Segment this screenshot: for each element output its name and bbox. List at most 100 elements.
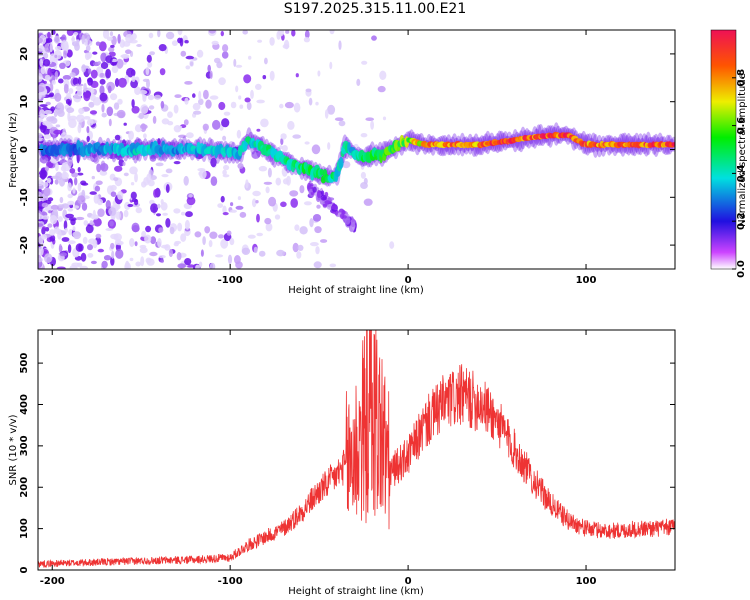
spectrogram-noise-cell [68, 118, 77, 129]
spectrogram-noise-cell [131, 75, 136, 83]
spectrogram-noise-cell [304, 30, 310, 39]
spectrogram-noise-cell [166, 141, 176, 147]
colorbar-label: Normalized spectral amplitude [737, 73, 748, 227]
spectrogram-noise-cell [123, 172, 129, 177]
spectrogram-noise-cell [74, 177, 78, 186]
spectrogram-noise-cell [106, 36, 113, 41]
spectrogram-noise-cell [105, 228, 113, 231]
spectrogram-noise-cell [110, 191, 117, 197]
spectrogram-noise-cell [360, 171, 366, 179]
spectrogram-noise-cell [226, 230, 232, 236]
spectrogram-noise-cell [149, 154, 157, 162]
spectrogram-noise-cell [62, 75, 72, 80]
spectrogram-noise-cell [327, 142, 331, 150]
colorbar-tick-label: 0.6 [736, 117, 747, 135]
spectrogram-noise-cell [370, 120, 374, 130]
spectrogram-noise-cell [115, 211, 121, 220]
spectrogram-noise-cell [198, 90, 202, 101]
spectrogram-ridge-cell [319, 168, 324, 176]
spectrogram-y-axis-label: Frequency (Hz) [8, 112, 19, 188]
spectrogram-noise-cell [188, 194, 193, 198]
spectrogram-noise-cell [138, 112, 144, 120]
spectrogram-noise-cell [61, 203, 70, 209]
spectrogram-noise-cell [108, 46, 115, 53]
spectrogram-noise-cell [278, 30, 285, 37]
spectrogram-noise-cell [109, 220, 114, 227]
spectrogram-noise-cell [114, 165, 123, 172]
spectrogram-noise-cell [125, 33, 134, 44]
spectrogram-noise-cell [93, 217, 102, 227]
spectrogram-noise-cell [97, 61, 102, 65]
spectrogram-noise-cell [260, 118, 269, 128]
spectrogram-noise-cell [146, 258, 155, 266]
spectrogram-noise-cell [67, 240, 76, 245]
spectrogram-noise-cell [101, 260, 108, 269]
spectrogram-noise-cell [53, 226, 60, 232]
spectrogram-noise-cell [49, 229, 56, 236]
spectrogram-noise-cell [72, 187, 76, 194]
spectrogram-noise-cell [245, 179, 249, 189]
spectrogram-noise-cell [89, 220, 94, 226]
spectrogram-noise-cell [95, 180, 103, 186]
spectrogram-noise-cell [53, 138, 58, 145]
spectrogram-noise-cell [131, 106, 140, 114]
snr-x-tick-label: -100 [218, 576, 243, 587]
spectrogram-noise-cell [184, 219, 190, 230]
spectrogram-noise-cell [202, 236, 206, 246]
spectrogram-noise-cell [303, 37, 310, 43]
spectrogram-noise-cell [115, 240, 124, 246]
spectrogram-noise-cell [222, 169, 227, 176]
spectrogram-x-tick-label: -100 [218, 275, 243, 286]
spectrogram-noise-cell [44, 253, 53, 264]
spectrogram-tail-cell [322, 203, 328, 207]
spectrogram-tail-cell [324, 191, 329, 197]
spectrogram-noise-cell [46, 116, 55, 122]
spectrogram-noise-cell [292, 242, 299, 253]
spectrogram-noise-cell [287, 120, 295, 130]
spectrogram-noise-cell [122, 41, 131, 47]
spectrogram-noise-cell [134, 172, 138, 183]
spectrogram-noise-cell [116, 109, 126, 119]
spectrogram-noise-cell [304, 141, 310, 145]
spectrogram-noise-cell [267, 167, 272, 178]
spectrogram-noise-cell [200, 249, 204, 257]
spectrogram-noise-cell [38, 137, 45, 142]
spectrogram-noise-cell [233, 58, 237, 67]
spectrogram-noise-cell [90, 260, 97, 265]
spectrogram-noise-cell [239, 104, 244, 109]
spectrogram-noise-cell [46, 37, 53, 43]
spectrogram-noise-cell [53, 110, 58, 117]
spectrogram-noise-cell [156, 213, 161, 217]
spectrogram-noise-cell [90, 69, 98, 79]
spectrogram-noise-cell [54, 70, 59, 80]
spectrogram-noise-cell [173, 161, 181, 165]
spectrogram-noise-cell [221, 51, 229, 59]
spectrogram-noise-cell [159, 68, 166, 76]
spectrogram-noise-cell [363, 198, 373, 206]
spectrogram-noise-cell [65, 213, 74, 219]
spectrogram-noise-cell [100, 52, 107, 63]
spectrogram-noise-cell [186, 132, 194, 139]
spectrogram-noise-cell [222, 212, 229, 216]
spectrogram-noise-cell [158, 227, 164, 233]
spectrogram-noise-cell [280, 133, 287, 140]
spectrogram-noise-cell [54, 46, 62, 51]
spectrogram-noise-cell [128, 130, 135, 140]
spectrogram-noise-cell [185, 211, 193, 218]
spectrogram-noise-cell [41, 202, 49, 208]
spectrogram-noise-cell [67, 200, 75, 206]
spectrogram-noise-cell [59, 62, 66, 69]
spectrogram-noise-cell [274, 214, 281, 220]
spectrogram-noise-cell [158, 44, 167, 52]
spectrogram-noise-cell [220, 30, 224, 37]
snr-y-tick-label: 400 [19, 394, 30, 415]
spectrogram-noise-cell [363, 177, 368, 185]
spectrogram-noise-cell [220, 238, 229, 249]
colorbar: 0.0 0.2 0.4 0.6 0.8 Normalized spectral ampl… [710, 29, 748, 278]
spectrogram-noise-cell [38, 132, 43, 138]
spectrogram-noise-cell [41, 234, 47, 240]
spectrogram-noise-cell [135, 207, 142, 214]
spectrogram-noise-cell [313, 261, 322, 269]
spectrogram-noise-cell [290, 198, 299, 208]
spectrogram-noise-cell [269, 70, 275, 81]
